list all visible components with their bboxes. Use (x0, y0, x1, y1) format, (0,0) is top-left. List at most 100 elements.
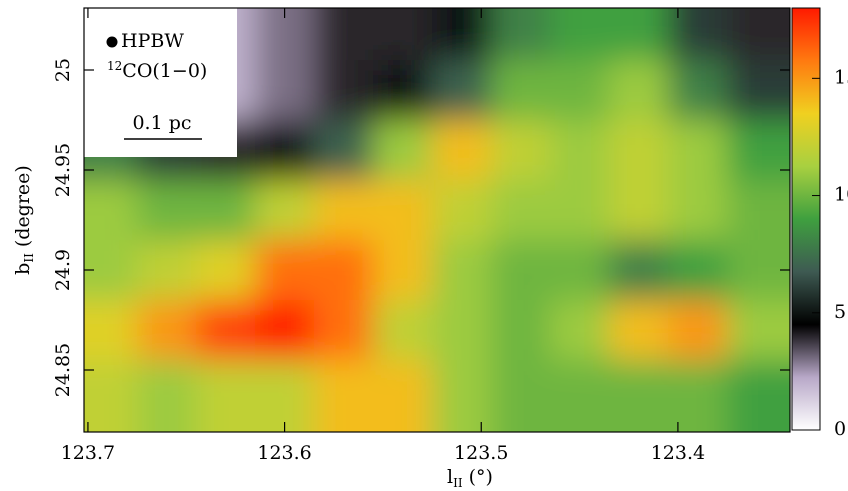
heatmap-cell (137, 360, 198, 432)
heatmap-cell (196, 240, 257, 301)
colorbar-tick-label: 10 (834, 184, 848, 206)
heatmap-cell (609, 60, 670, 121)
heatmap-cell (550, 8, 611, 61)
heatmap-cell (137, 180, 198, 241)
heatmap-cell (609, 240, 670, 301)
heatmap-cell (137, 300, 198, 361)
y-tick-label: 24.9 (52, 249, 74, 291)
y-tick-label: 24.85 (52, 343, 74, 397)
heatmap-cell (255, 360, 316, 432)
beam-label: HPBW (121, 30, 184, 52)
heatmap-cell (491, 300, 552, 361)
heatmap-cell (727, 300, 790, 361)
x-axis-label: lII (°) (447, 466, 493, 490)
heatmap-cell (550, 300, 611, 361)
heatmap-cell (314, 180, 375, 241)
colorbar-tick-label: 15 (834, 66, 848, 88)
heatmap-cell (255, 120, 316, 181)
heatmap-cell (668, 8, 729, 61)
heatmap-cell (255, 60, 316, 121)
heatmap-cell (491, 120, 552, 181)
scale-bar-label: 0.1 pc (132, 112, 191, 134)
heatmap-cell (84, 360, 139, 432)
heatmap-cell (432, 60, 493, 121)
heatmap-cell (727, 120, 790, 181)
heatmap-cell (727, 240, 790, 301)
x-label-sub: II (453, 476, 463, 490)
colorbar-tick-label: 0 (834, 418, 846, 440)
heatmap-cell (609, 180, 670, 241)
legend: HPBW 12CO(1−0) 0.1 pc (84, 8, 237, 157)
heatmap-cell (491, 180, 552, 241)
heatmap-cell (727, 360, 790, 432)
y-label-main: b (12, 263, 34, 275)
heatmap-cell (668, 240, 729, 301)
heatmap-cell (84, 300, 139, 361)
heatmap-cell (491, 8, 552, 61)
heatmap-cell (432, 300, 493, 361)
isotope: 12 (107, 59, 122, 73)
heatmap-cell (373, 240, 434, 301)
heatmap-cell (314, 60, 375, 121)
x-label-main: l (447, 466, 453, 488)
heatmap-cell (609, 360, 670, 432)
heatmap-cell (196, 300, 257, 361)
y-tick-label: 25 (52, 58, 74, 82)
heatmap-cell (255, 180, 316, 241)
x-tick-label: 123.6 (257, 442, 311, 464)
heatmap-cell (137, 240, 198, 301)
heatmap-cell (314, 360, 375, 432)
heatmap-cell (727, 180, 790, 241)
heatmap-cells (84, 8, 790, 432)
heatmap-cell (373, 60, 434, 121)
heatmap-cell (491, 360, 552, 432)
heatmap-cell (84, 180, 139, 241)
heatmap-cell (432, 120, 493, 181)
heatmap-cell (373, 8, 434, 61)
heatmap-cell (668, 60, 729, 121)
colorbar (791, 7, 821, 431)
heatmap-cell (373, 300, 434, 361)
heatmap-cell (196, 360, 257, 432)
heatmap-cell (255, 300, 316, 361)
heatmap-cell (609, 8, 670, 61)
heatmap-cell (727, 60, 790, 121)
heatmap-cell (491, 240, 552, 301)
heatmap-cell (432, 8, 493, 61)
beam-marker (106, 36, 118, 48)
heatmap-cell (432, 240, 493, 301)
x-tick-label: 123.4 (651, 442, 705, 464)
y-axis-label: bII (degree) (12, 165, 36, 275)
heatmap-cell (314, 240, 375, 301)
heatmap-cell (550, 360, 611, 432)
heatmap-cell (314, 300, 375, 361)
heatmap-cell (373, 360, 434, 432)
legend-box (84, 8, 237, 157)
x-label-rest: (°) (463, 466, 493, 488)
heatmap-cell (255, 240, 316, 301)
line-label: 12CO(1−0) (107, 59, 207, 83)
heatmap-cell (314, 120, 375, 181)
heatmap-cell (550, 240, 611, 301)
heatmap-cell (432, 180, 493, 241)
heatmap-cell (550, 120, 611, 181)
heatmap-cell (609, 120, 670, 181)
colorbar-tick-label: 5 (834, 301, 846, 323)
heatmap-cell (314, 8, 375, 61)
heatmap-cell (373, 180, 434, 241)
heatmap (84, 8, 790, 432)
heatmap-cell (550, 180, 611, 241)
heatmap-cell (550, 60, 611, 121)
plot-frame (83, 7, 791, 433)
heatmap-cell (668, 180, 729, 241)
heatmap-cell (668, 120, 729, 181)
y-tick-label: 24.95 (52, 143, 74, 197)
heatmap-cell (491, 60, 552, 121)
transition: CO(1−0) (122, 60, 207, 82)
heatmap-cell (196, 180, 257, 241)
heatmap-cell (727, 8, 790, 61)
heatmap-cell (668, 360, 729, 432)
heatmap-cell (668, 300, 729, 361)
x-tick-label: 123.5 (454, 442, 508, 464)
